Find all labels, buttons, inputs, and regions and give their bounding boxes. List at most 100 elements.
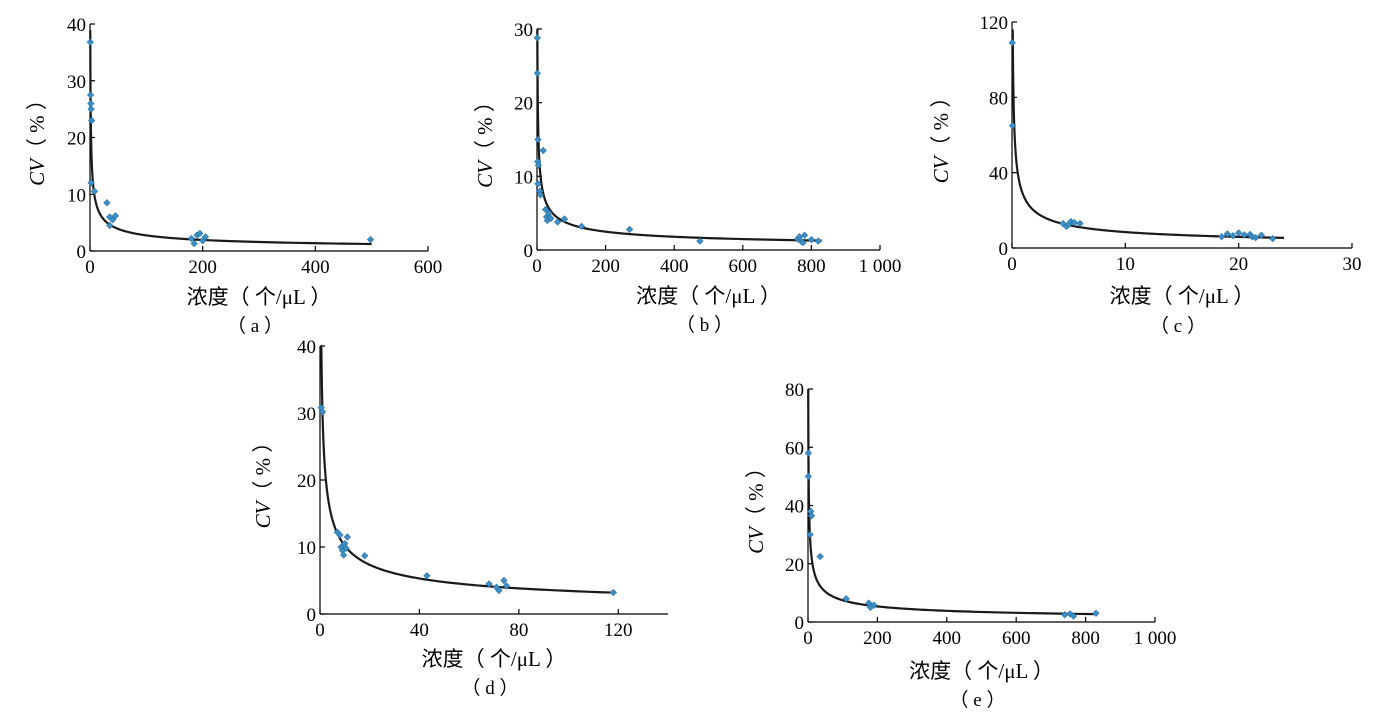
y-axis-label-italic: CV [251, 499, 275, 528]
data-point [1240, 231, 1248, 239]
data-point [842, 595, 850, 603]
x-tick-label: 0 [532, 256, 542, 277]
data-point [1070, 218, 1078, 227]
x-tick-label: 0 [803, 628, 813, 649]
fit-curve [1011, 29, 1285, 239]
y-tick-label: 0 [999, 239, 1009, 260]
chart-panel-d: 0 40 80 120 0 10 20 30 40 浓度（ 个/μL ） CV（ % ） （ d ） [251, 337, 668, 699]
data-point [90, 187, 99, 196]
data-point [423, 572, 431, 580]
data-point [201, 233, 210, 241]
data-point [1252, 234, 1260, 242]
y-axis-label-italic: CV [744, 525, 768, 554]
x-tick-label: 400 [660, 256, 689, 277]
panel-label: （ a ） [227, 315, 283, 337]
x-tick-label: 800 [797, 256, 826, 277]
data-point [1257, 231, 1265, 239]
y-tick-label: 0 [307, 605, 317, 626]
data-point [534, 161, 542, 169]
chart-panel-b: 0 200 400 600 800 1 000 0 10 20 30 浓度（ 个/μL ） CV（ %… [473, 20, 901, 336]
data-point [1218, 233, 1226, 241]
x-tick-label: 1 000 [859, 256, 902, 277]
x-tick-label: 600 [729, 256, 758, 277]
data-point [339, 551, 348, 559]
data-point [547, 214, 555, 222]
panel-label: （ e ） [950, 689, 1006, 711]
y-axis-label: CV（ % ） [251, 432, 275, 529]
data-point [804, 449, 812, 457]
data-point [361, 552, 369, 560]
y-axis-label: CV（ % ） [744, 457, 768, 554]
data-point [86, 38, 94, 46]
y-tick-label: 120 [980, 13, 1009, 34]
data-point [534, 135, 542, 144]
data-point [807, 236, 816, 244]
y-axis-label-unit: （ % ） [251, 432, 275, 502]
y-axis-label-italic: CV [473, 159, 497, 188]
x-tick-label: 200 [188, 257, 217, 278]
data-point [870, 601, 878, 609]
x-tick-label: 800 [1071, 628, 1100, 649]
data-point [86, 91, 95, 99]
data-point [545, 209, 553, 217]
data-point [536, 191, 545, 199]
data-point [336, 531, 344, 539]
y-axis-label-unit: （ % ） [473, 91, 497, 161]
data-point [1061, 611, 1069, 619]
y-tick-label: 20 [67, 129, 86, 150]
data-point [111, 212, 119, 220]
chart-panel-c: 0 10 20 30 0 40 80 120 浓度（ 个/μL ） CV（ % ） （ c ） [929, 13, 1362, 337]
x-tick-label: 0 [85, 257, 95, 278]
data-point [534, 180, 542, 188]
data-point [190, 239, 198, 248]
y-axis-label: CV（ % ） [473, 91, 497, 188]
data-point [577, 222, 586, 231]
y-axis-label-unit: （ % ） [929, 87, 953, 157]
y-tick-label: 20 [785, 555, 804, 576]
data-point [1092, 609, 1100, 617]
chart-panel-a: 0 200 400 600 0 10 20 30 40 浓度（ 个/μL ） CV（ % ） （ a … [25, 15, 442, 337]
x-tick-label: 80 [509, 620, 528, 641]
y-tick-label: 30 [67, 72, 86, 93]
panel-label: （ d ） [461, 677, 518, 699]
data-point [87, 99, 95, 108]
y-axis-label: CV（ % ） [929, 87, 953, 184]
data-point [1269, 234, 1277, 243]
y-tick-label: 0 [795, 613, 805, 634]
data-point [1076, 219, 1084, 228]
data-point [500, 576, 508, 585]
x-tick-label: 120 [604, 620, 633, 641]
data-point [485, 580, 493, 588]
data-point [103, 199, 111, 207]
x-tick-label: 40 [410, 620, 429, 641]
data-point [560, 215, 569, 223]
data-point [1223, 230, 1231, 238]
y-tick-label: 80 [785, 380, 804, 401]
x-tick-label: 10 [1116, 254, 1135, 275]
x-tick-label: 200 [591, 256, 620, 277]
data-point [106, 221, 114, 230]
data-point [539, 146, 547, 155]
data-point [804, 472, 812, 480]
y-tick-label: 40 [989, 164, 1008, 185]
data-point [807, 512, 816, 520]
data-point [87, 105, 95, 113]
data-point [495, 586, 503, 595]
data-point [366, 236, 375, 244]
data-point [609, 588, 617, 597]
data-point [814, 237, 822, 245]
x-tick-label: 400 [933, 628, 962, 649]
data-point [533, 34, 541, 42]
y-tick-label: 30 [297, 404, 316, 425]
data-point [625, 225, 634, 233]
data-point [196, 229, 204, 238]
data-point [1066, 610, 1074, 618]
data-point [806, 531, 814, 539]
x-axis-label: 浓度（ 个/μL ） [187, 285, 332, 309]
panel-label: （ c ） [1150, 315, 1206, 337]
data-point [533, 69, 541, 77]
y-axis-label-italic: CV [25, 157, 49, 186]
y-tick-label: 60 [785, 438, 804, 459]
data-point [1008, 39, 1016, 47]
